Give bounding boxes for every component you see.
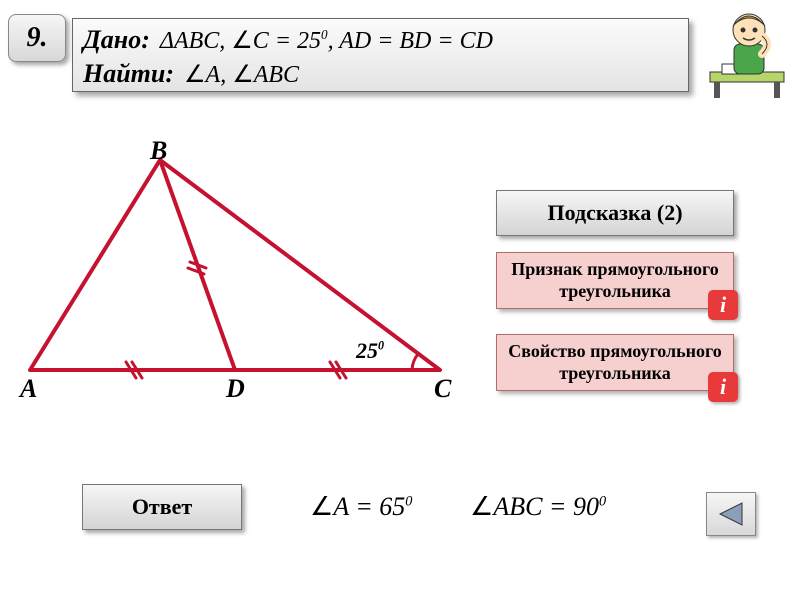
find-math: ∠A, ∠ABC	[184, 60, 299, 91]
hint-2-text: Свойство прямоугольного треугольника	[508, 341, 722, 383]
vertex-c-label: C	[434, 374, 451, 404]
back-button[interactable]	[706, 492, 756, 536]
info-icon[interactable]: i	[708, 290, 738, 320]
hint-card-2: Свойство прямоугольного треугольника	[496, 334, 734, 391]
vertex-d-label: D	[226, 374, 245, 404]
triangle-left-icon	[716, 501, 746, 527]
problem-number-badge: 9.	[8, 14, 66, 62]
answer-abc: ∠ABC = 900	[470, 492, 606, 522]
vertex-a-label: A	[20, 374, 37, 404]
answer-a: ∠A = 650	[310, 492, 412, 522]
student-cartoon-icon	[680, 4, 790, 104]
given-label: Дано:	[83, 23, 150, 57]
given-panel: Дано: ΔABC, ∠C = 250, AD = BD = CD Найти…	[72, 18, 689, 92]
triangle-diagram: B A D C 250	[20, 140, 460, 420]
answer-button[interactable]: Ответ	[82, 484, 242, 530]
hint-button[interactable]: Подсказка (2)	[496, 190, 734, 236]
given-math: ΔABC, ∠C = 250, AD = BD = CD	[160, 26, 493, 57]
hint-card-1: Признак прямоугольного треугольника	[496, 252, 734, 309]
info-icon[interactable]: i	[708, 372, 738, 402]
vertex-b-label: B	[150, 136, 167, 166]
hint-1-text: Признак прямоугольного треугольника	[511, 259, 719, 301]
angle-c-value: 250	[356, 338, 384, 364]
find-label: Найти:	[83, 57, 174, 91]
